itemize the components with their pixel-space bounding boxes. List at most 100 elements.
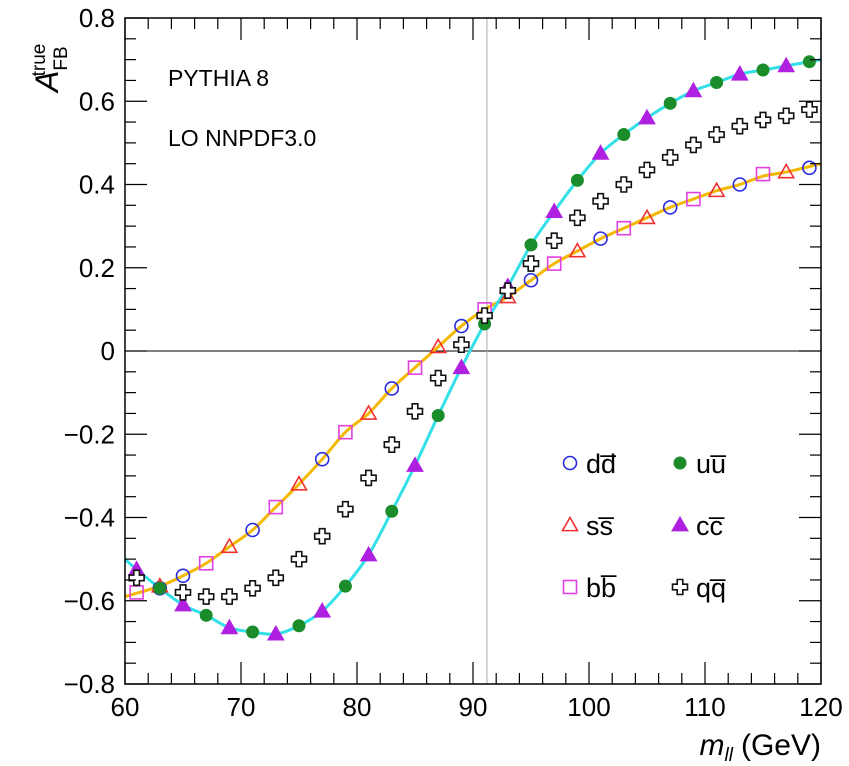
legend-label-d: dd̅ [586, 449, 616, 479]
legend-label-q: qq̅ [696, 573, 726, 603]
legend-label-b: bb̅ [586, 573, 617, 603]
q-point [545, 232, 563, 249]
x-axis-label-unit: (GeV) [741, 729, 821, 762]
x-tick-label: 100 [567, 692, 610, 722]
legend-label-c: cc̅ [696, 511, 725, 541]
annotation-generator: PYTHIA 8 [168, 65, 269, 91]
u-point [617, 128, 631, 142]
q-point [615, 176, 633, 193]
q-point [731, 117, 749, 135]
u-point [292, 619, 306, 633]
q-point [685, 136, 702, 154]
s-point [429, 337, 448, 354]
legend-marker-d [562, 455, 578, 471]
s-point [638, 208, 656, 225]
q-point [267, 569, 285, 587]
legend-label-s: ss̅ [586, 511, 614, 541]
x-axis-label-var: m [700, 729, 725, 762]
u-point [199, 608, 213, 622]
d-point [454, 318, 469, 334]
legend-marker-c [671, 515, 689, 532]
y-tick-label: −0.6 [64, 586, 115, 616]
q-point [661, 149, 679, 166]
legend-marker-q [671, 578, 689, 596]
u-point [570, 173, 584, 187]
q-point [197, 588, 215, 605]
c-point [359, 545, 378, 562]
c-point [591, 144, 610, 160]
legend-marker-u [673, 456, 687, 470]
d-point [662, 200, 678, 215]
d-point [732, 177, 748, 192]
c-point [545, 202, 564, 218]
legend: dd̅ uu̅ ss̅ cc̅ bb̅ qq̅ [561, 449, 726, 603]
s-point [568, 241, 587, 258]
d-point [593, 231, 608, 246]
q-point [174, 584, 192, 601]
b-point [755, 166, 771, 182]
u-point [802, 55, 816, 69]
c-point [266, 624, 285, 641]
legend-marker-b [562, 579, 578, 595]
c-point [220, 618, 239, 635]
axis-ticks [124, 17, 822, 685]
q-point [244, 579, 261, 597]
x-tick-label: 120 [799, 692, 842, 722]
u-point [524, 238, 538, 252]
x-axis-label-sub: ll [725, 745, 734, 766]
b-point [407, 360, 423, 375]
s-point [290, 475, 308, 491]
y-axis-label: AFBtrue [29, 44, 72, 94]
u-point [385, 504, 399, 518]
b-point [686, 191, 701, 207]
u-point [756, 63, 770, 77]
q-point [708, 126, 725, 143]
y-axis-label-sup: true [29, 44, 50, 77]
d-point [175, 568, 191, 584]
q-point [383, 436, 401, 453]
fit-down-type-curve [124, 162, 822, 599]
x-tick-label: 70 [227, 692, 256, 722]
u-point [431, 409, 445, 423]
legend-label-u: uu̅ [696, 449, 726, 479]
d-point [523, 272, 539, 288]
b-point [268, 499, 284, 515]
x-tick-label: 80 [343, 692, 372, 722]
d-point [314, 451, 330, 467]
q-point [221, 588, 238, 605]
y-tick-label: 0.6 [79, 86, 115, 116]
b-point [546, 256, 562, 271]
u-point [663, 96, 677, 110]
c-point [313, 602, 332, 618]
q-point [499, 282, 517, 299]
c-point [684, 81, 703, 98]
x-tick-label: 110 [684, 692, 725, 722]
q-point [337, 500, 354, 518]
data-markers [127, 55, 818, 641]
reference-lines [125, 18, 821, 684]
y-tick-label: 0 [101, 336, 115, 366]
x-axis-label: mll (GeV) [700, 729, 821, 766]
u-point [710, 76, 724, 90]
series-s [150, 162, 796, 593]
q-point [290, 550, 308, 568]
q-point [522, 255, 540, 272]
d-point [802, 160, 817, 176]
y-tick-label: −0.4 [64, 503, 115, 533]
q-point [592, 192, 609, 210]
x-tick-label: 90 [459, 692, 488, 722]
legend-marker-s [561, 515, 579, 532]
c-point [777, 56, 796, 73]
c-point [638, 108, 656, 125]
q-point [754, 111, 772, 129]
q-point [128, 569, 145, 587]
q-point [429, 369, 447, 387]
series-q [128, 101, 818, 605]
b-point [338, 424, 353, 440]
q-point [569, 209, 586, 227]
s-point [498, 287, 517, 304]
y-tick-label: 0.8 [79, 3, 115, 33]
q-point [453, 336, 470, 354]
c-point [452, 358, 471, 375]
series-u [153, 55, 816, 639]
